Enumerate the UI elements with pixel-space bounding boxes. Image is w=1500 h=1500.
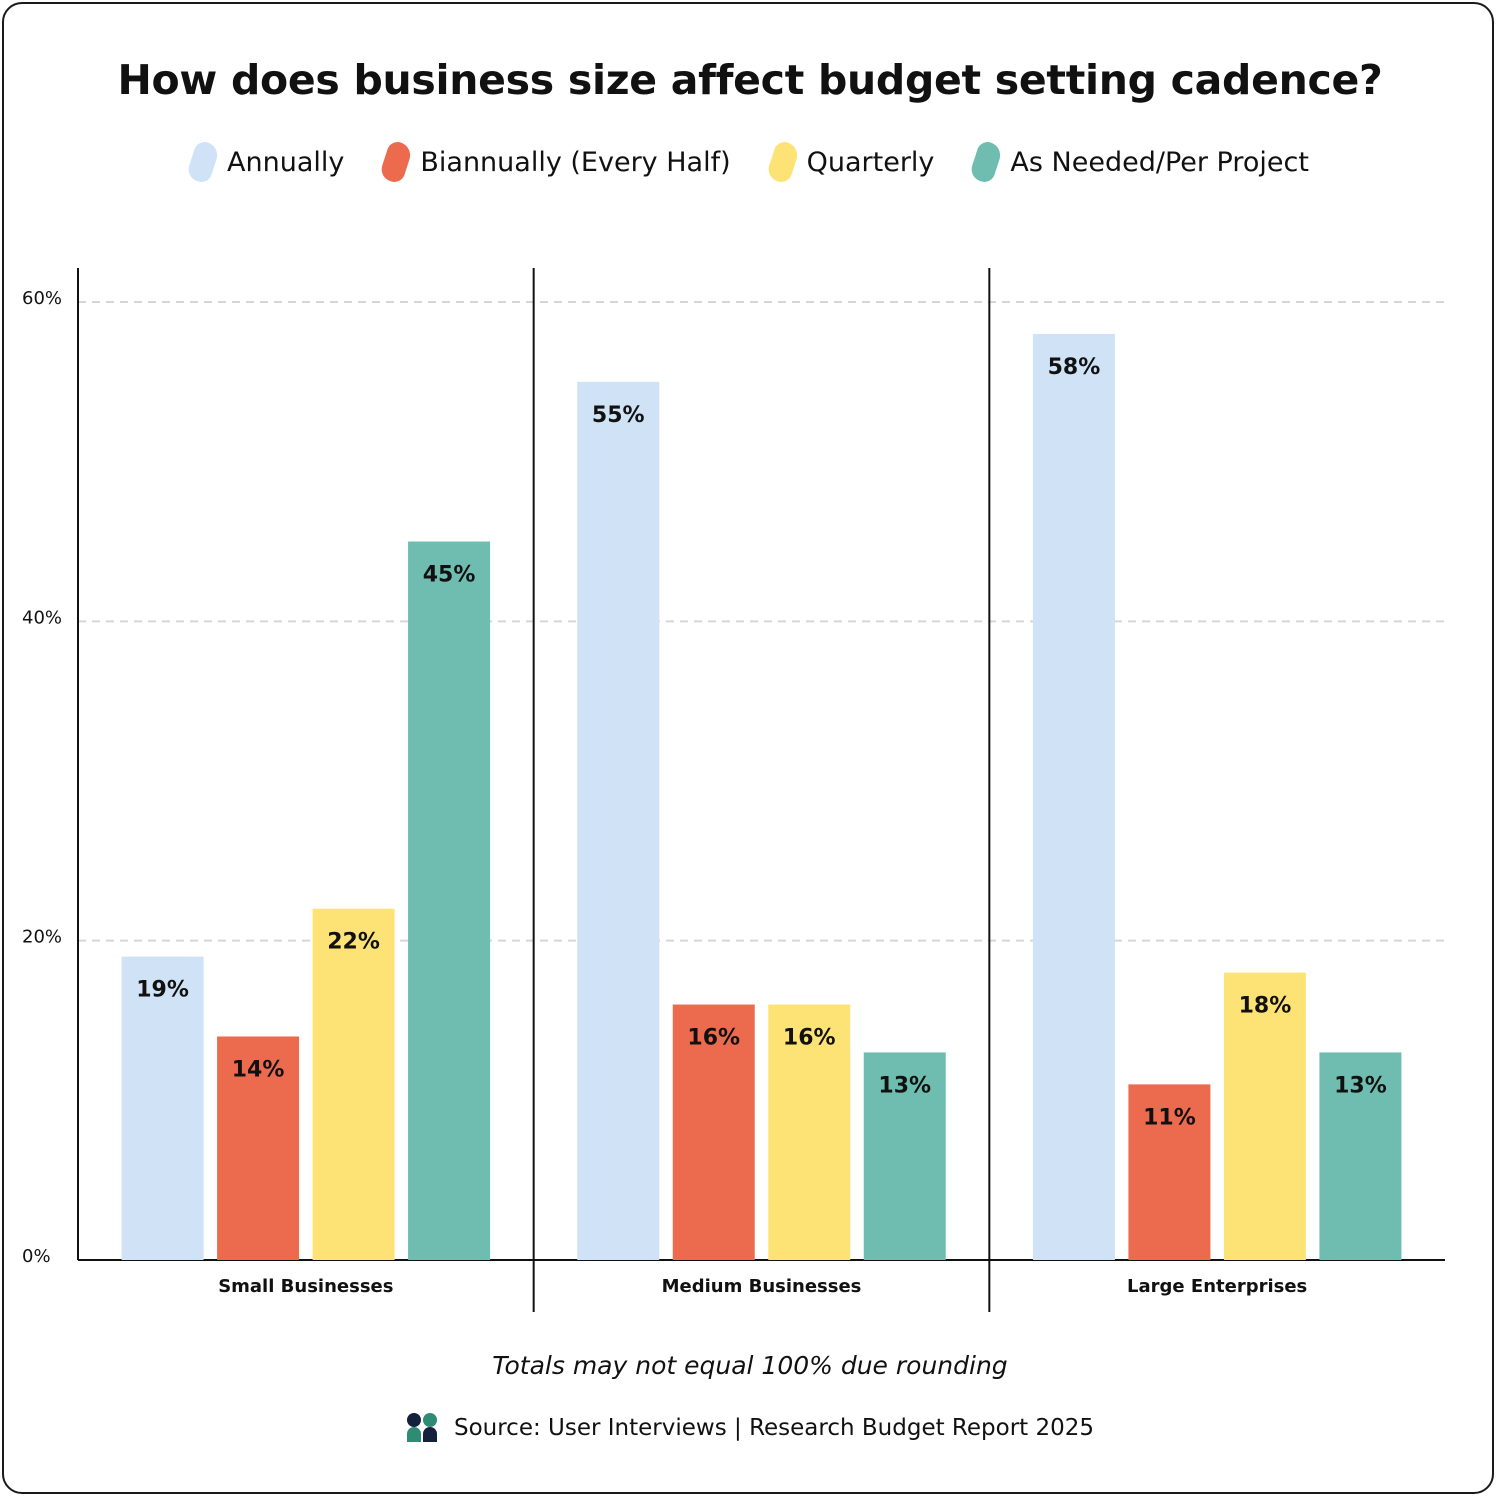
- user-interviews-logo-icon: [406, 1413, 437, 1442]
- legend-label: Quarterly: [806, 146, 935, 178]
- data-label: 16%: [687, 1026, 740, 1051]
- legend-item: Annually: [185, 139, 345, 185]
- bar: [408, 541, 491, 1260]
- bar: [312, 908, 395, 1260]
- source-text: Source: User Interviews | Research Budge…: [453, 1415, 1095, 1441]
- legend-label: Biannually (Every Half): [420, 146, 731, 178]
- bar: [1223, 972, 1306, 1260]
- legend-item: As Needed/Per Project: [968, 139, 1309, 185]
- data-label: 16%: [783, 1026, 836, 1051]
- data-label: 13%: [878, 1073, 931, 1098]
- bar: [863, 1052, 946, 1260]
- data-label: 19%: [136, 978, 189, 1003]
- bar: [1319, 1052, 1402, 1260]
- data-label: 18%: [1239, 994, 1292, 1019]
- x-category-label: Small Businesses: [218, 1276, 393, 1297]
- bar: [672, 1004, 755, 1260]
- legend-label: As Needed/Per Project: [1010, 146, 1309, 178]
- y-tick-label: 40%: [22, 607, 62, 628]
- bar: [1032, 333, 1115, 1260]
- bar: [577, 381, 660, 1260]
- y-tick-label: 60%: [22, 288, 62, 309]
- data-label: 58%: [1048, 355, 1101, 380]
- chart-title: How does business size affect budget set…: [117, 56, 1383, 104]
- x-category-label: Medium Businesses: [662, 1276, 862, 1297]
- bar: [217, 1036, 300, 1260]
- data-label: 22%: [327, 930, 380, 955]
- data-label: 45%: [423, 563, 476, 588]
- bar: [1128, 1084, 1211, 1260]
- source-line: Source: User Interviews | Research Budge…: [0, 1412, 1500, 1444]
- footnote: Totals may not equal 100% due rounding: [492, 1351, 1008, 1380]
- y-tick-label: 20%: [22, 927, 62, 948]
- bar: [121, 956, 204, 1260]
- x-category-label: Large Enterprises: [1127, 1276, 1307, 1297]
- bar: [768, 1004, 851, 1260]
- data-label: 14%: [232, 1057, 285, 1082]
- data-label: 11%: [1143, 1105, 1196, 1130]
- chart-legend: Annually Biannually (Every Half) Quarterly…: [0, 139, 1500, 185]
- data-label: 13%: [1334, 1073, 1387, 1098]
- legend-item: Biannually (Every Half): [378, 139, 731, 185]
- data-label: 55%: [592, 403, 645, 428]
- y-tick-label: 0%: [22, 1246, 51, 1267]
- legend-label: Annually: [227, 146, 345, 178]
- legend-item: Quarterly: [765, 139, 935, 185]
